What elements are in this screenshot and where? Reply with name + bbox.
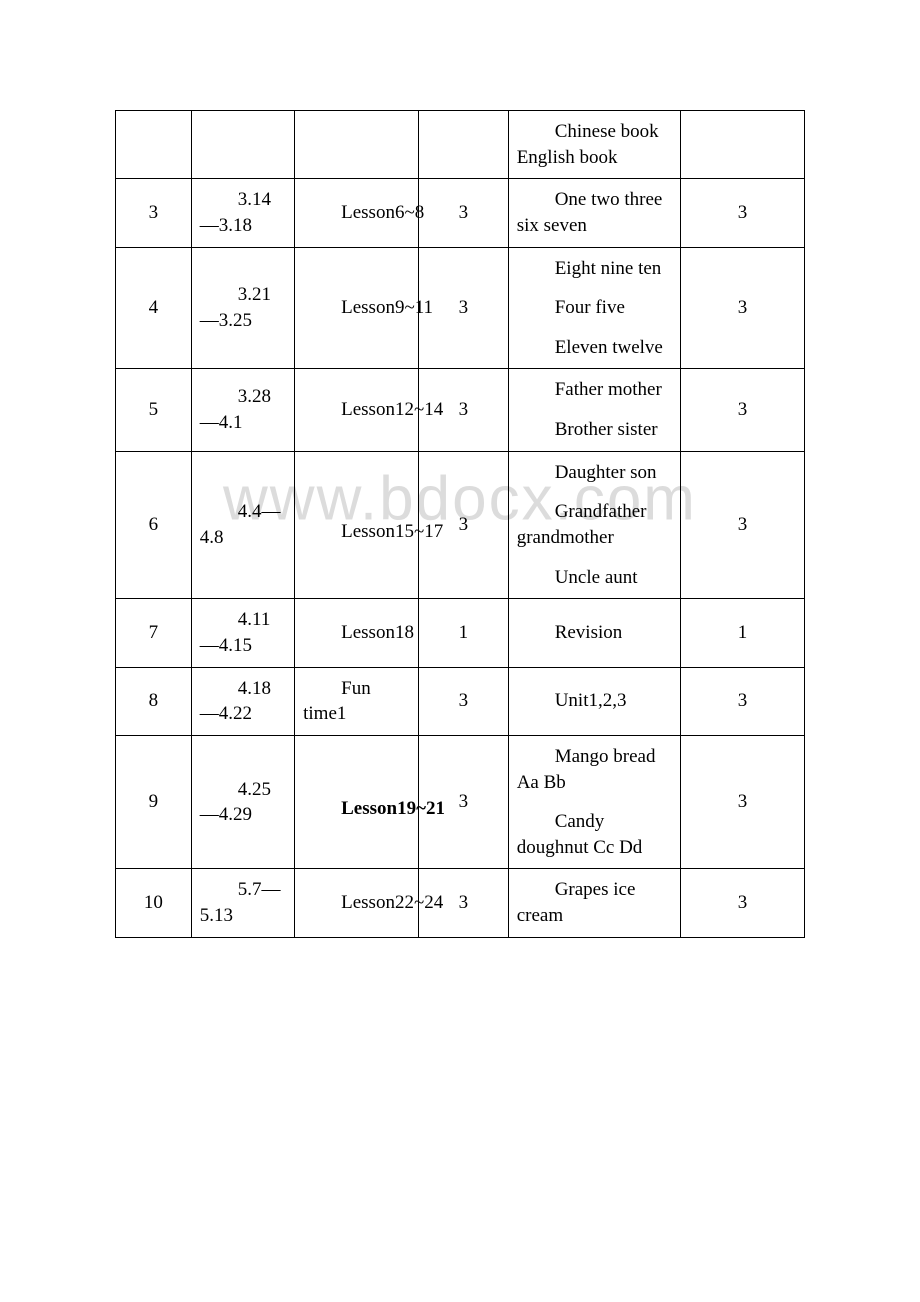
table-cell: 3 <box>680 247 804 369</box>
cell-text: Lesson19~21 <box>303 796 410 822</box>
table-cell: 3.21—3.25 <box>191 247 294 369</box>
table-cell: 4.25—4.29 <box>191 735 294 869</box>
table-cell: 6 <box>116 451 192 599</box>
table-cell: Lesson18 <box>295 599 419 667</box>
table-cell: 3.14—3.18 <box>191 179 294 247</box>
cell-text: 4.4—4.8 <box>200 499 286 550</box>
cell-text: One two three six seven <box>517 187 672 238</box>
table-row: 53.28—4.1 Lesson12~14 3 Father mother Brothe… <box>116 369 805 451</box>
table-cell: 3 <box>116 179 192 247</box>
table-cell <box>295 111 419 179</box>
cell-text: 5.7—5.13 <box>200 877 286 928</box>
table-cell: Chinese book English book <box>508 111 680 179</box>
cell-text: 4.18—4.22 <box>200 676 286 727</box>
cell-text: Daughter son <box>517 460 672 486</box>
cell-text: 4.11—4.15 <box>200 607 286 658</box>
cell-text: Lesson22~24 <box>303 890 410 916</box>
table-cell: 9 <box>116 735 192 869</box>
table-cell: Revision <box>508 599 680 667</box>
cell-text: Grapes ice cream <box>517 877 672 928</box>
cell-text: Revision <box>517 620 672 646</box>
table-cell <box>680 111 804 179</box>
table-cell: 3 <box>419 667 509 735</box>
table-cell: Lesson19~21 <box>295 735 419 869</box>
cell-text: Fun time1 <box>303 676 410 727</box>
table-cell: 10 <box>116 869 192 937</box>
cell-text: Lesson12~14 <box>303 397 410 423</box>
cell-text: Mango bread Aa Bb <box>517 744 672 795</box>
lesson-schedule-table: Chinese book English book33.14—3.18Lesso… <box>115 110 805 938</box>
table-row: 94.25—4.29 Lesson19~21 3Mango bread Aa Bb C… <box>116 735 805 869</box>
table-row: 84.18—4.22Fun time13Unit1,2,33 <box>116 667 805 735</box>
cell-text: Eight nine ten <box>517 256 672 282</box>
table-cell: 3 <box>419 179 509 247</box>
cell-text: Lesson15~17 <box>303 519 410 545</box>
table-cell: One two three six seven <box>508 179 680 247</box>
table-row: 33.14—3.18Lesson6~83One two three six se… <box>116 179 805 247</box>
table-cell: 1 <box>419 599 509 667</box>
table-cell <box>116 111 192 179</box>
table-row: 74.11—4.15 Lesson18 1 Revision 1 <box>116 599 805 667</box>
table-cell: Lesson9~11 <box>295 247 419 369</box>
cell-text: Lesson6~8 <box>303 200 410 226</box>
table-row: 105.7—5.13Lesson22~243Grapes ice cream3 <box>116 869 805 937</box>
cell-text: 3.21—3.25 <box>200 282 286 333</box>
cell-text: Candy doughnut Cc Dd <box>517 809 672 860</box>
table-cell: 3 <box>680 179 804 247</box>
table-cell: Lesson22~24 <box>295 869 419 937</box>
cell-text: Four five <box>517 295 672 321</box>
cell-text: Lesson9~11 <box>303 295 410 321</box>
table-cell <box>191 111 294 179</box>
table-row: 43.21—3.25 Lesson9~11 3 Eight nine ten Four … <box>116 247 805 369</box>
table-cell: Father mother Brother sister <box>508 369 680 451</box>
table-cell: Lesson6~8 <box>295 179 419 247</box>
cell-text: 3.28—4.1 <box>200 384 286 435</box>
cell-text: Chinese book English book <box>517 119 672 170</box>
table-row: Chinese book English book <box>116 111 805 179</box>
table-cell: 3 <box>680 667 804 735</box>
table-cell: Eight nine ten Four five Eleven twelve <box>508 247 680 369</box>
table-cell: Lesson12~14 <box>295 369 419 451</box>
cell-text: Uncle aunt <box>517 565 672 591</box>
table-cell: 1 <box>680 599 804 667</box>
cell-text: Grandfather grandmother <box>517 499 672 550</box>
table-cell: 3.28—4.1 <box>191 369 294 451</box>
table-cell: 4.11—4.15 <box>191 599 294 667</box>
table-row: 64.4—4.8 Lesson15~17 3 Daughter son Grandfat… <box>116 451 805 599</box>
table-cell: 4.18—4.22 <box>191 667 294 735</box>
table-cell: 3 <box>680 869 804 937</box>
table-cell <box>419 111 509 179</box>
table-cell: 5.7—5.13 <box>191 869 294 937</box>
table-cell: Grapes ice cream <box>508 869 680 937</box>
cell-text: Father mother <box>517 377 672 403</box>
cell-text: Eleven twelve <box>517 335 672 361</box>
table-cell: 8 <box>116 667 192 735</box>
table-cell: Fun time1 <box>295 667 419 735</box>
document-page: www.bdocx.com Chinese book English book3… <box>0 0 920 998</box>
table-cell: 5 <box>116 369 192 451</box>
table-cell: Mango bread Aa Bb Candy doughnut Cc Dd <box>508 735 680 869</box>
table-cell: 3 <box>680 451 804 599</box>
table-cell: 7 <box>116 599 192 667</box>
table-cell: 4 <box>116 247 192 369</box>
table-cell: Daughter son Grandfather grandmother Uncle… <box>508 451 680 599</box>
table-cell: Lesson15~17 <box>295 451 419 599</box>
cell-text: Brother sister <box>517 417 672 443</box>
table-cell: 4.4—4.8 <box>191 451 294 599</box>
cell-text: 3.14—3.18 <box>200 187 286 238</box>
cell-text: 4.25—4.29 <box>200 777 286 828</box>
cell-text: Lesson18 <box>303 620 410 646</box>
table-cell: Unit1,2,3 <box>508 667 680 735</box>
cell-text: Unit1,2,3 <box>517 688 672 714</box>
table-cell: 3 <box>680 735 804 869</box>
table-cell: 3 <box>680 369 804 451</box>
